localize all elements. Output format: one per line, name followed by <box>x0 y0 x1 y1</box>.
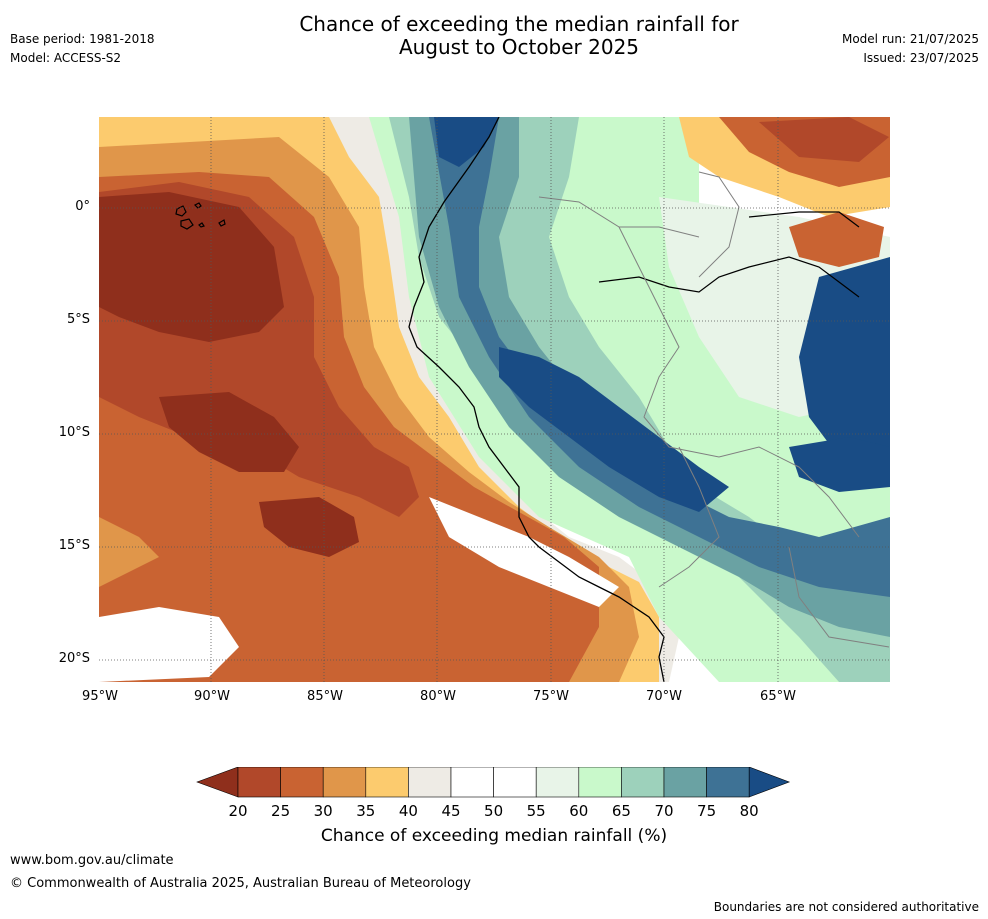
colorbar-tick-label: 65 <box>611 802 631 820</box>
ocean-brown-core-1 <box>99 192 284 342</box>
colorbar-segment <box>578 767 622 798</box>
galapagos-islands <box>175 202 226 230</box>
venezuela-orange-blob <box>789 212 884 267</box>
colorbar-label: Chance of exceeding median rainfall (%) <box>320 826 668 846</box>
colorbar-segment <box>408 767 452 798</box>
colorbar-segment <box>280 767 324 798</box>
colorbar-segment <box>493 767 537 798</box>
ocean-white-coastal <box>429 497 619 607</box>
ocean-brown-core-3 <box>259 497 359 557</box>
colorbar-segment <box>621 767 665 798</box>
colorbar-tick-label: 80 <box>739 802 759 820</box>
colorbar-segment <box>663 767 707 798</box>
colorbar <box>196 767 791 798</box>
colorbar-tick-label: 35 <box>356 802 376 820</box>
ocean-white-pocket <box>99 607 239 682</box>
lon-label-70w: 70°W <box>646 689 682 704</box>
darkblue-core-southeast <box>789 437 890 492</box>
colorbar-segment <box>535 767 580 798</box>
lat-label-5s: 5°S <box>66 312 90 327</box>
lon-label-65w: 65°W <box>760 689 796 704</box>
lon-label-90w: 90°W <box>194 689 230 704</box>
amazon-river-coast <box>598 256 860 298</box>
ocean-brown-core-2 <box>159 392 299 472</box>
rainfall-map <box>99 117 890 682</box>
colorbar-tick-label: 45 <box>441 802 461 820</box>
darkblue-core-central <box>499 347 729 512</box>
lat-label-0: 0° <box>75 199 90 214</box>
map-title: Chance of exceeding the median rainfall … <box>0 13 988 59</box>
south-america-coastline <box>408 117 665 682</box>
colorbar-tick-label: 50 <box>484 802 504 820</box>
lon-label-80w: 80°W <box>420 689 456 704</box>
colorbar-tick-label: 60 <box>569 802 589 820</box>
model-run: Model run: 21/07/2025 <box>841 32 979 46</box>
colorbar-tick-label: 25 <box>271 802 291 820</box>
colorbar-tick-label: 40 <box>398 802 418 820</box>
darkblue-core-east <box>799 257 890 457</box>
colorbar-segment <box>706 767 750 798</box>
north-coast <box>748 211 860 228</box>
colorbar-tick-label: 30 <box>313 802 333 820</box>
lon-label-85w: 85°W <box>307 689 343 704</box>
lat-label-15s: 15°S <box>58 538 90 553</box>
colorbar-tick-label: 70 <box>654 802 674 820</box>
map-gridlines <box>99 117 890 682</box>
country-boundaries <box>538 171 890 648</box>
colorbar-tick-label: 55 <box>526 802 546 820</box>
lat-label-10s: 10°S <box>58 425 90 440</box>
lon-label-75w: 75°W <box>533 689 569 704</box>
colorbar-segment <box>322 767 367 798</box>
caribbean-darkorange <box>759 117 889 162</box>
footer-note: Boundaries are not considered authoritat… <box>713 900 979 914</box>
issued-date: Issued: 23/07/2025 <box>863 51 979 65</box>
map-title-line2: August to October 2025 <box>398 35 640 59</box>
footer-copyright: © Commonwealth of Australia 2025, Austra… <box>10 876 471 891</box>
colorbar-arrow-high <box>748 767 791 798</box>
model-name: Model: ACCESS-S2 <box>10 51 122 65</box>
colorbar-segment <box>237 767 281 798</box>
base-period: Base period: 1981-2018 <box>10 32 155 46</box>
lon-label-95w: 95°W <box>82 689 118 704</box>
colorbar-arrow-low <box>196 767 239 798</box>
colorbar-tick-label: 75 <box>697 802 717 820</box>
darkblue-core-north <box>434 117 499 167</box>
lat-label-20s: 20°S <box>58 651 90 666</box>
colorbar-tick-label: 20 <box>228 802 248 820</box>
colorbar-segment <box>450 767 494 798</box>
map-canvas <box>99 117 890 682</box>
footer-url: www.bom.gov.au/climate <box>10 853 174 868</box>
colorbar-segment <box>365 767 409 798</box>
blue-region <box>429 117 890 597</box>
map-title-line1: Chance of exceeding the median rainfall … <box>299 12 739 36</box>
